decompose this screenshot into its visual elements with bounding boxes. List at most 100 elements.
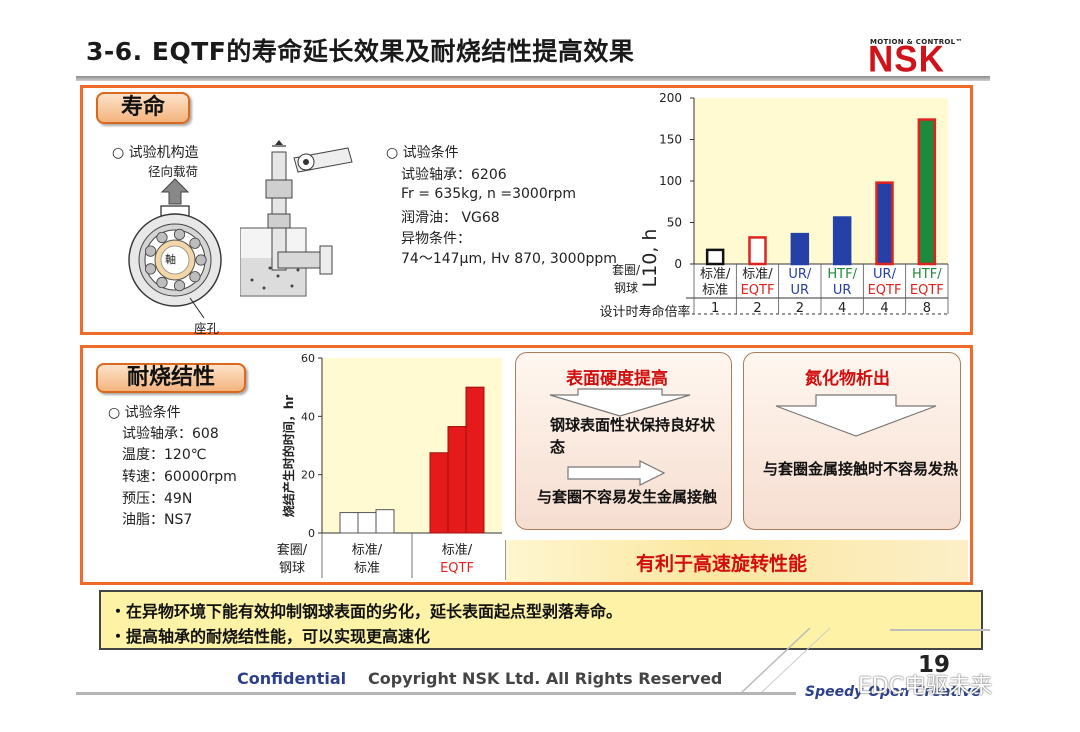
life-cat-ring-1: 标准/ xyxy=(742,267,773,282)
seizure-row-label-ball: 钢球 xyxy=(279,561,305,576)
life-cat-ring-2: UR/ xyxy=(788,267,812,282)
seizure-condition-2: 温度：120℃ xyxy=(122,447,207,463)
seizure-cat-ball-0: 标准 xyxy=(354,561,380,576)
nitride-line-1: 与套圈金属接触时不容易发热 xyxy=(763,460,959,478)
drive-shaft xyxy=(277,251,325,269)
ball-set xyxy=(144,228,207,292)
footer-divider xyxy=(76,692,796,695)
life-ytick-200: 200 xyxy=(659,91,682,105)
hardness-line-1: 钢球表面性状保持良好状态 xyxy=(550,416,716,456)
seizure-bar-0-0 xyxy=(339,512,359,534)
life-ytick-0: 0 xyxy=(674,257,682,271)
life-multiplier-1: 2 xyxy=(753,301,761,316)
seizure-condition-4: 预压：49N xyxy=(122,491,193,507)
life-ytick-100: 100 xyxy=(659,174,682,188)
life-condition-5: 74～147μm, Hv 870, 3000ppm xyxy=(401,251,617,267)
seizure-chart-categories: 标准/标准 标准/EQTF xyxy=(321,533,474,578)
test-rig-sketch xyxy=(240,140,353,297)
multiplier-label: 设计时寿命倍率 xyxy=(599,304,690,320)
seizure-chart-ylabel: 烧结产生时的时间，hr xyxy=(281,395,296,518)
seizure-cat-ring-1: 标准/ xyxy=(442,543,473,558)
seizure-ytick-40: 40 xyxy=(301,410,315,423)
seizure-cat-ball-1: EQTF xyxy=(440,561,474,576)
ball-3 xyxy=(156,276,168,289)
nsk-logo: NSK xyxy=(868,39,945,80)
life-condition-1: 试验轴承：6206 xyxy=(401,167,507,183)
life-multiplier-4: 4 xyxy=(880,301,888,316)
life-bar-1 xyxy=(748,236,767,266)
footer-swoosh xyxy=(740,628,990,695)
ball-5 xyxy=(144,245,157,257)
seizure-chart: 0 20 40 60 标准/标准 标准/EQTF 烧结产生时的时间，hr 套圈/ 钢球 xyxy=(277,352,502,578)
seizure-ytick-60: 60 xyxy=(301,352,315,365)
life-bar-5 xyxy=(917,118,937,266)
life-cat-ring-4: UR/ xyxy=(873,267,897,282)
bearing-diagram xyxy=(128,178,222,319)
life-chart: 0 50 100 150 200 标准/标准 1 标准/EQTF 2 UR/UR 2 HTF/UR 4… xyxy=(599,91,949,320)
radial-load-label: 径向载荷 xyxy=(148,164,199,179)
seizure-tag: 耐烧结性 xyxy=(96,363,246,393)
life-cat-ball-1: EQTF xyxy=(741,283,775,298)
summary-line-2: ・提高轴承的耐烧结性能，可以实现更高速化 xyxy=(110,627,431,646)
seizure-condition-1: 试验轴承：608 xyxy=(122,426,219,442)
confidential-label: Confidential xyxy=(237,669,347,688)
life-condition-3: 润滑油： VG68 xyxy=(401,210,500,226)
life-cat-ball-2: UR xyxy=(791,283,810,298)
seizure-ytick-0: 0 xyxy=(308,527,315,540)
seizure-bar-0-1 xyxy=(357,512,377,534)
watermark: EDC电驱未来 xyxy=(858,674,993,699)
load-arrow-icon xyxy=(160,178,190,205)
seizure-condition-3: 转速：60000rpm xyxy=(122,469,237,485)
seizure-row-label-ring: 套圈/ xyxy=(277,542,308,558)
seizure-bar-1-2 xyxy=(465,386,485,534)
life-multiplier-3: 4 xyxy=(838,301,846,316)
ball-6 xyxy=(156,231,168,244)
seizure-chart-bars xyxy=(339,386,485,534)
life-bar-0 xyxy=(705,248,725,266)
life-bar-2 xyxy=(790,232,810,266)
page-title: 3-6. EQTF的寿命延长效果及耐烧结性提高效果 xyxy=(86,37,635,66)
shaft-core xyxy=(160,245,190,275)
ball-8 xyxy=(189,237,201,249)
life-row-label-ring: 套圈/ xyxy=(612,263,641,277)
large-down-arrow-icon xyxy=(775,394,937,437)
seizure-conditions-heading: ○ 试验条件 xyxy=(108,405,181,421)
life-chart-ylabel: L10, h xyxy=(639,229,661,288)
life-ytick-150: 150 xyxy=(659,133,682,147)
ball-7 xyxy=(173,228,186,240)
hardness-line-2: 与套圈不容易发生金属接触 xyxy=(537,488,718,506)
nitride-title: 氮化物析出 xyxy=(805,369,890,389)
housing-leader xyxy=(189,297,205,319)
life-chart-plot-area xyxy=(694,98,948,264)
copyright-text: Copyright NSK Ltd. All Rights Reserved xyxy=(368,669,723,688)
life-cat-ball-0: 标准 xyxy=(702,283,728,298)
chart-divider xyxy=(505,540,506,580)
ball-1 xyxy=(189,271,201,283)
title-divider xyxy=(76,76,990,81)
brand-tagline: MOTION & CONTROL™ xyxy=(870,38,963,46)
slogan: Speedy Open Creative xyxy=(805,684,981,700)
life-conditions-heading: ○ 试验条件 xyxy=(386,145,459,161)
seizure-ytick-20: 20 xyxy=(301,469,315,482)
housing-label: 座孔 xyxy=(194,321,220,336)
advantage-band xyxy=(506,540,968,582)
life-condition-2: Fr = 635kg, n =3000rpm xyxy=(401,186,576,202)
life-row-label-ball: 钢球 xyxy=(614,281,638,295)
life-bar-3 xyxy=(832,216,852,266)
life-bar-4 xyxy=(875,181,894,266)
life-multiplier-0: 1 xyxy=(711,301,719,316)
ball-0 xyxy=(195,254,207,266)
ball-4 xyxy=(144,263,157,275)
summary-line-1: ・在异物环境下能有效抑制钢球表面的劣化，延长表面起点型剥落寿命。 xyxy=(110,602,623,621)
seizure-bar-1-0 xyxy=(429,452,449,534)
life-cat-ring-5: HTF/ xyxy=(912,267,942,282)
seizure-cat-ring-0: 标准/ xyxy=(352,543,383,558)
ball-2 xyxy=(173,280,186,292)
nitride-callout xyxy=(743,352,961,530)
life-cat-ring-0: 标准/ xyxy=(700,267,731,282)
life-cat-ball-5: EQTF xyxy=(910,283,944,298)
machine-heading: ○ 试验机构造 xyxy=(112,145,199,161)
life-multiplier-5: 8 xyxy=(923,301,931,316)
life-cat-ball-3: UR xyxy=(833,283,852,298)
life-chart-categories: 标准/标准 1 标准/EQTF 2 UR/UR 2 HTF/UR 4 UR/EQTF 4 HTF/E… xyxy=(686,264,949,316)
